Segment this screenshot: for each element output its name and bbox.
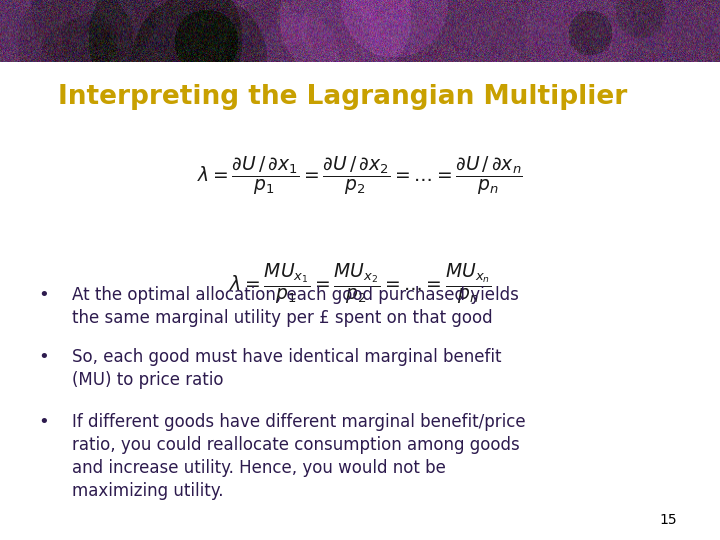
Text: Interpreting the Lagrangian Multiplier: Interpreting the Lagrangian Multiplier	[58, 84, 627, 110]
Text: At the optimal allocation, each good purchased yields
the same marginal utility : At the optimal allocation, each good pur…	[72, 286, 519, 327]
Text: •: •	[38, 286, 48, 304]
Text: $\lambda = \dfrac{\partial U\,/\,\partial x_1}{p_1} = \dfrac{\partial U\,/\,\par: $\lambda = \dfrac{\partial U\,/\,\partia…	[197, 154, 523, 197]
Text: •: •	[38, 413, 48, 431]
Text: If different goods have different marginal benefit/price
ratio, you could reallo: If different goods have different margin…	[72, 413, 526, 500]
Text: •: •	[38, 348, 48, 366]
Text: 15: 15	[660, 512, 677, 526]
Text: So, each good must have identical marginal benefit
(MU) to price ratio: So, each good must have identical margin…	[72, 348, 502, 389]
Text: $\lambda = \dfrac{MU_{x_1}}{p_1} = \dfrac{MU_{x_2}}{p_2} = \ldots = \dfrac{MU_{x: $\lambda = \dfrac{MU_{x_1}}{p_1} = \dfra…	[229, 261, 491, 306]
